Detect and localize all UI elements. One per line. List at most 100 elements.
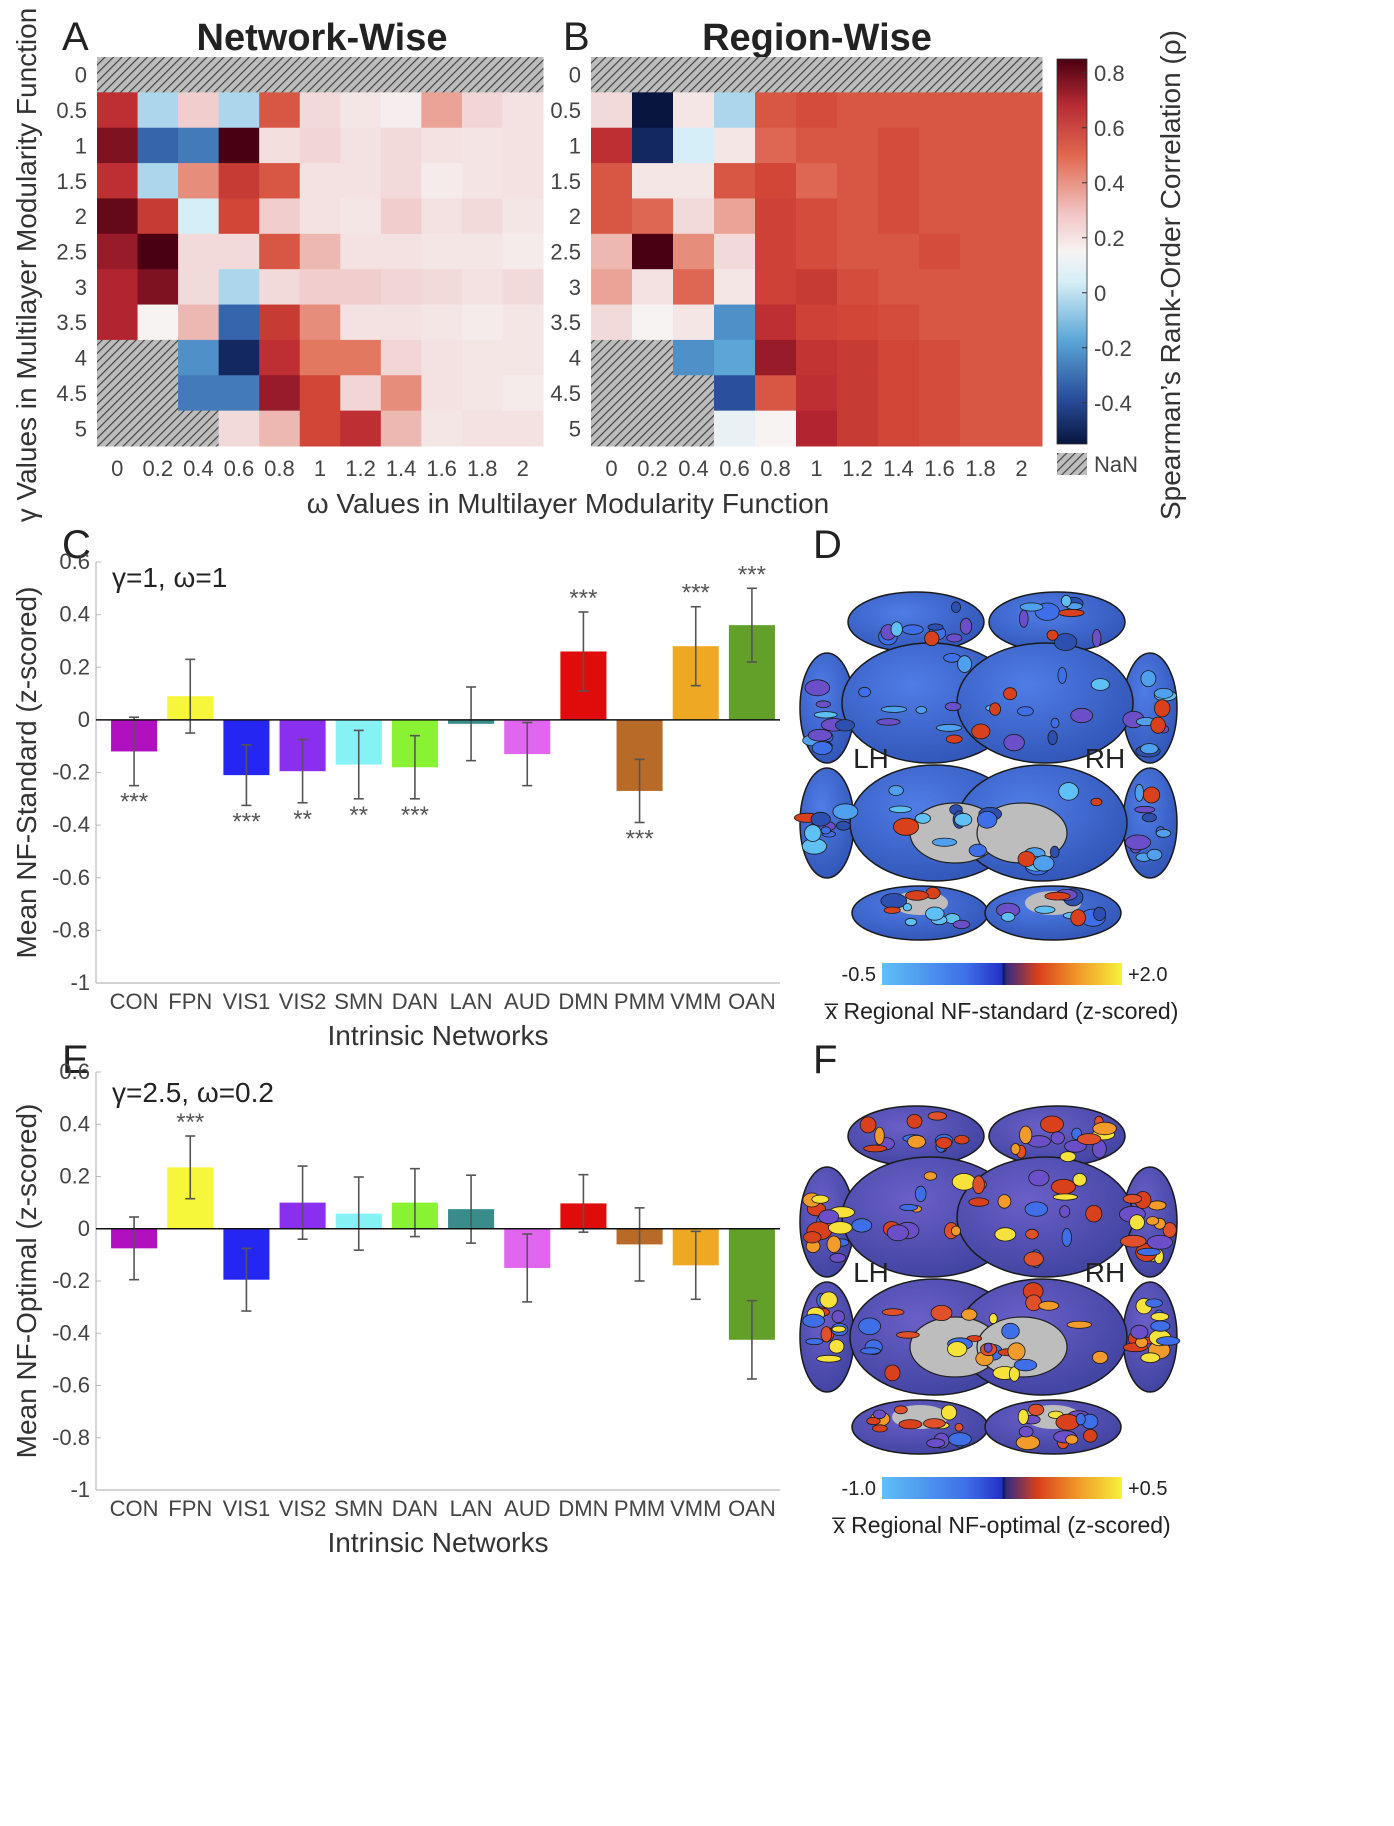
colorbar-tick-label: 0: [1094, 281, 1106, 306]
x-tick-label: PMM: [614, 1496, 665, 1521]
heatmap-b-cell: [755, 92, 797, 129]
brain-parcel: [1083, 1429, 1098, 1443]
brain-parcel: [951, 1173, 977, 1191]
heatmap-a-cell: [178, 375, 220, 412]
brain-parcel: [851, 1218, 873, 1233]
heatmap-b-cell: [632, 92, 674, 129]
heatmap-b-cell: [632, 127, 674, 164]
heatmap-b-cell: [755, 339, 797, 376]
brain-parcel: [1065, 1434, 1079, 1445]
heatmap-a-cell: [218, 233, 260, 270]
significance-marker: ***: [569, 585, 597, 612]
heatmap-a-cell: [340, 304, 382, 341]
heatmap-b-cell: [673, 57, 715, 93]
heatmap-b-cell: [673, 304, 715, 341]
x-tick-label: VIS2: [279, 989, 327, 1014]
brain-parcel: [1146, 848, 1163, 861]
brain-parcel: [1000, 912, 1016, 922]
brain-parcel: [1058, 608, 1085, 617]
brain-parcel: [874, 1126, 885, 1145]
parameter-annotation: γ=1, ω=1: [112, 562, 227, 593]
heatmap-b-cell: [673, 163, 715, 199]
heatmap-b-x-tick: 0.6: [719, 456, 750, 481]
brain-parcel: [829, 1252, 847, 1263]
heatmap-b-cell: [919, 375, 961, 412]
brain-parcel: [810, 811, 831, 827]
brain-parcel: [1058, 782, 1079, 801]
heatmap-b-cell: [591, 233, 633, 270]
heatmap-a-cell: [502, 57, 544, 93]
brain-parcel: [813, 711, 838, 719]
brain-parcel: [1061, 1228, 1073, 1247]
heatmap-a-cell: [259, 127, 301, 164]
heatmap-b-cell: [755, 375, 797, 412]
x-tick-label: DAN: [392, 989, 438, 1014]
heatmap-b-cell: [632, 339, 674, 376]
heatmap-b-cell: [1001, 304, 1043, 341]
heatmap-a-cell: [461, 304, 503, 341]
heatmap-a-cell: [137, 233, 179, 270]
heatmap-b-cell: [837, 269, 879, 306]
brain-parcel: [952, 919, 971, 930]
brain-parcel: [930, 1305, 953, 1322]
scale-max-label: +0.5: [1128, 1478, 1167, 1500]
brain-parcel: [1150, 1312, 1170, 1321]
heatmap-b-cell: [837, 339, 879, 376]
x-axis-label: Intrinsic Networks: [328, 1527, 549, 1558]
brain-parcel: [1013, 1359, 1038, 1372]
right-hemisphere-label: RH: [1085, 1257, 1125, 1288]
heatmap-a-cell: [218, 163, 260, 199]
heatmap-a-cell: [218, 127, 260, 164]
heatmap-b-cell: [1001, 233, 1043, 270]
heatmap-x-axis-label: ω Values in Multilayer Modularity Functi…: [307, 488, 829, 519]
panel-letter-f: F: [813, 1038, 837, 1082]
heatmap-b-cell: [632, 233, 674, 270]
brain-parcel: [804, 824, 822, 842]
brain-parcel: [1140, 743, 1159, 755]
heatmap-b-cell: [714, 304, 756, 341]
heatmap-a-cell: [299, 339, 341, 376]
x-tick-label: FPN: [168, 989, 212, 1014]
heatmap-a-cell: [137, 57, 179, 93]
heatmap-a-cell: [178, 198, 220, 235]
heatmap-a-cell: [97, 410, 139, 447]
brain-parcel: [901, 624, 924, 635]
heatmap-a-cell: [461, 375, 503, 412]
heatmap-b-cell: [796, 233, 838, 270]
heatmap-a-y-tick: 1.5: [56, 169, 87, 194]
heatmap-a-title: Network-Wise: [197, 17, 448, 59]
heatmap-a-cell: [259, 92, 301, 129]
x-tick-label: VIS1: [223, 1496, 271, 1521]
significance-marker: ***: [682, 580, 710, 607]
heatmap-b-cell: [960, 163, 1002, 199]
brain-parcel: [1028, 1403, 1045, 1416]
brain-parcel: [1150, 716, 1166, 734]
brain-parcel: [915, 706, 928, 714]
y-tick-label: 0.6: [59, 1059, 90, 1084]
heatmap-a-cell: [421, 127, 463, 164]
brain-parcel: [989, 702, 1001, 716]
brain-parcel: [1034, 905, 1056, 914]
heatmap-b-cell: [755, 233, 797, 270]
colorbar-tick-label: 0.8: [1094, 61, 1125, 86]
heatmap-b-cell: [919, 198, 961, 235]
heatmap-a-cell: [259, 57, 301, 93]
brain-parcel: [872, 1409, 886, 1420]
significance-marker: ***: [176, 1109, 204, 1136]
brain-parcel: [923, 1418, 946, 1429]
y-tick-label: -0.4: [52, 812, 90, 837]
brain-parcel: [925, 906, 945, 921]
brain-parcel: [954, 1423, 964, 1432]
heatmap-a-cell: [380, 304, 422, 341]
panel-letter-b: B: [563, 15, 590, 59]
y-axis-label: Mean NF-Standard (z-scored): [11, 587, 42, 959]
heatmap-b-x-tick: 0: [605, 456, 617, 481]
brain-parcel: [976, 810, 998, 829]
heatmap-a-cell: [461, 233, 503, 270]
heatmap-a-cell: [502, 410, 544, 447]
brain-parcel: [926, 1438, 946, 1448]
heatmap-a-cell: [218, 304, 260, 341]
heatmap-b-cell: [714, 127, 756, 164]
brain-parcel: [893, 817, 920, 836]
y-tick-label: -0.2: [52, 1268, 90, 1293]
